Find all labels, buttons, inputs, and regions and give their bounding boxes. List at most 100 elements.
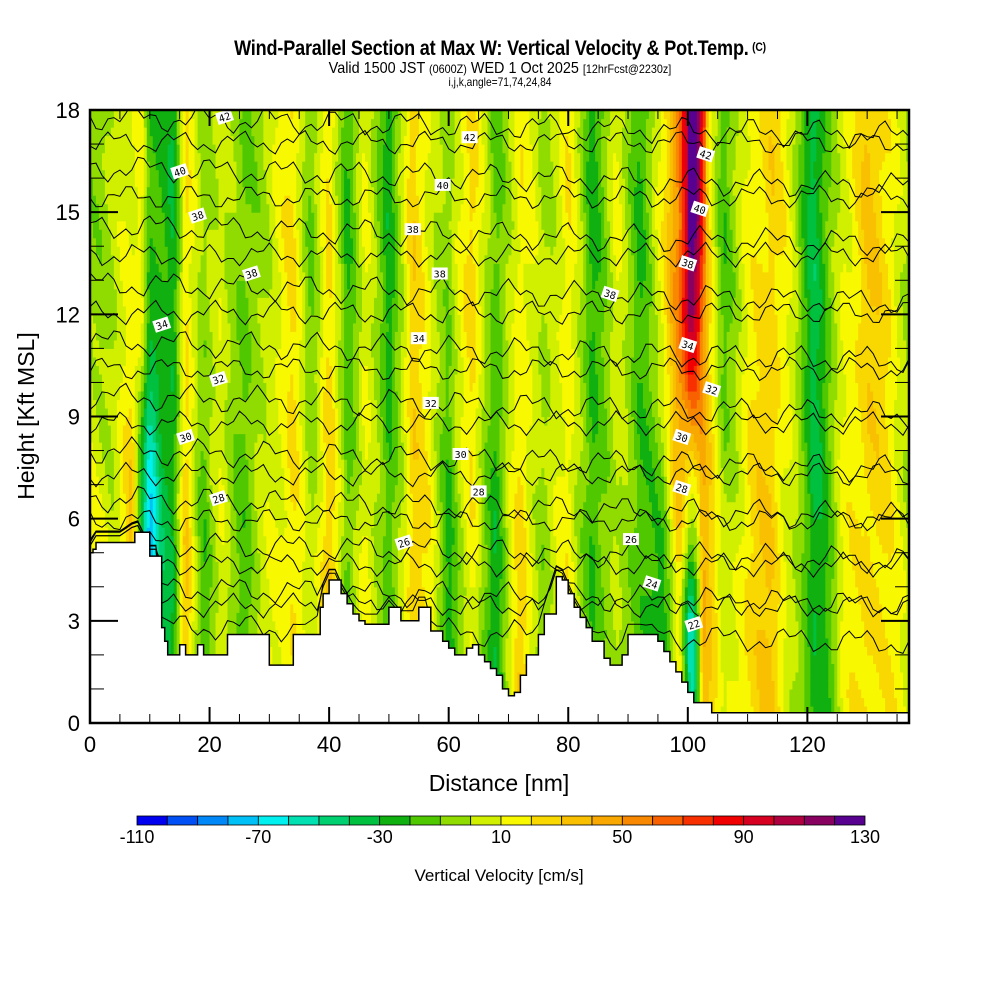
w-cell [90, 203, 94, 213]
w-cell [149, 356, 154, 367]
w-cell [116, 322, 121, 332]
w-cell [104, 425, 109, 435]
w-cell [170, 348, 175, 358]
w-cell [170, 254, 175, 264]
w-cell [125, 348, 130, 358]
w-cell [101, 220, 106, 230]
w-cell [128, 484, 133, 494]
w-cell [176, 288, 181, 298]
w-cell [146, 195, 151, 205]
w-cell [164, 237, 169, 247]
w-cell [182, 586, 187, 596]
w-cell [125, 450, 130, 460]
w-cell [90, 467, 94, 477]
w-cell [131, 331, 136, 341]
w-cell [95, 433, 100, 443]
w-cell [155, 544, 160, 554]
w-cell [116, 297, 121, 307]
w-cell [179, 586, 184, 596]
w-cell [170, 620, 175, 630]
w-cell [90, 212, 94, 222]
w-cell [101, 510, 106, 520]
w-cell [90, 254, 94, 264]
w-cell [122, 305, 127, 315]
w-cell [176, 212, 181, 222]
w-cell [176, 535, 181, 545]
w-cell [173, 442, 178, 452]
w-cell [158, 144, 163, 154]
w-cell [125, 501, 130, 511]
w-cell [125, 322, 130, 332]
w-cell [131, 135, 136, 145]
w-cell [122, 152, 127, 162]
w-cell [90, 237, 94, 247]
w-cell [107, 203, 112, 213]
w-cell [161, 331, 166, 341]
w-cell [167, 178, 172, 188]
w-cell [149, 280, 154, 290]
w-cell [134, 288, 139, 298]
w-cell [146, 110, 151, 120]
w-cell [179, 510, 184, 520]
w-cell [107, 314, 112, 324]
w-cell [113, 203, 118, 213]
w-cell [95, 237, 100, 247]
w-cell [140, 407, 145, 418]
w-cell [110, 356, 115, 367]
w-cell [113, 297, 118, 307]
w-cell [113, 169, 118, 179]
w-cell [128, 535, 133, 545]
w-cell [173, 603, 178, 613]
w-cell [137, 510, 142, 520]
w-cell [140, 314, 145, 324]
w-cell [143, 442, 148, 452]
w-cell [137, 339, 142, 349]
w-cell [113, 271, 118, 281]
w-cell [143, 501, 148, 511]
w-cell [92, 535, 97, 545]
w-cell [90, 339, 94, 349]
w-cell [176, 144, 181, 154]
w-cell [107, 425, 112, 435]
w-cell [113, 144, 118, 154]
w-cell [110, 144, 115, 154]
w-cell [164, 144, 169, 154]
w-cell [131, 399, 136, 409]
w-cell [170, 110, 175, 120]
w-cell [146, 246, 151, 256]
w-cell [92, 288, 97, 298]
w-cell [104, 416, 109, 426]
w-cell [176, 552, 181, 562]
w-cell [125, 331, 130, 341]
w-cell [113, 161, 118, 171]
w-cell [116, 442, 121, 452]
w-cell [155, 237, 160, 247]
w-cell [167, 280, 172, 290]
w-cell [173, 118, 178, 128]
w-cell [116, 501, 121, 511]
w-cell [155, 493, 160, 503]
w-cell [98, 407, 103, 418]
w-cell [173, 467, 178, 477]
w-cell [107, 144, 112, 154]
w-cell [134, 152, 139, 162]
w-cell [173, 390, 178, 401]
w-cell [182, 416, 187, 426]
w-cell [176, 476, 181, 486]
w-cell [152, 254, 157, 264]
w-cell [170, 229, 175, 239]
w-cell [110, 493, 115, 503]
w-cell [104, 254, 109, 264]
w-cell [158, 178, 163, 188]
w-cell [161, 595, 166, 605]
w-cell [104, 322, 109, 332]
w-cell [170, 195, 175, 205]
w-cell [152, 246, 157, 256]
w-cell [90, 322, 94, 332]
w-cell [119, 152, 124, 162]
w-cell [101, 305, 106, 315]
w-cell [107, 382, 112, 392]
w-cell [116, 152, 121, 162]
w-cell [98, 484, 103, 494]
w-cell [122, 127, 127, 137]
